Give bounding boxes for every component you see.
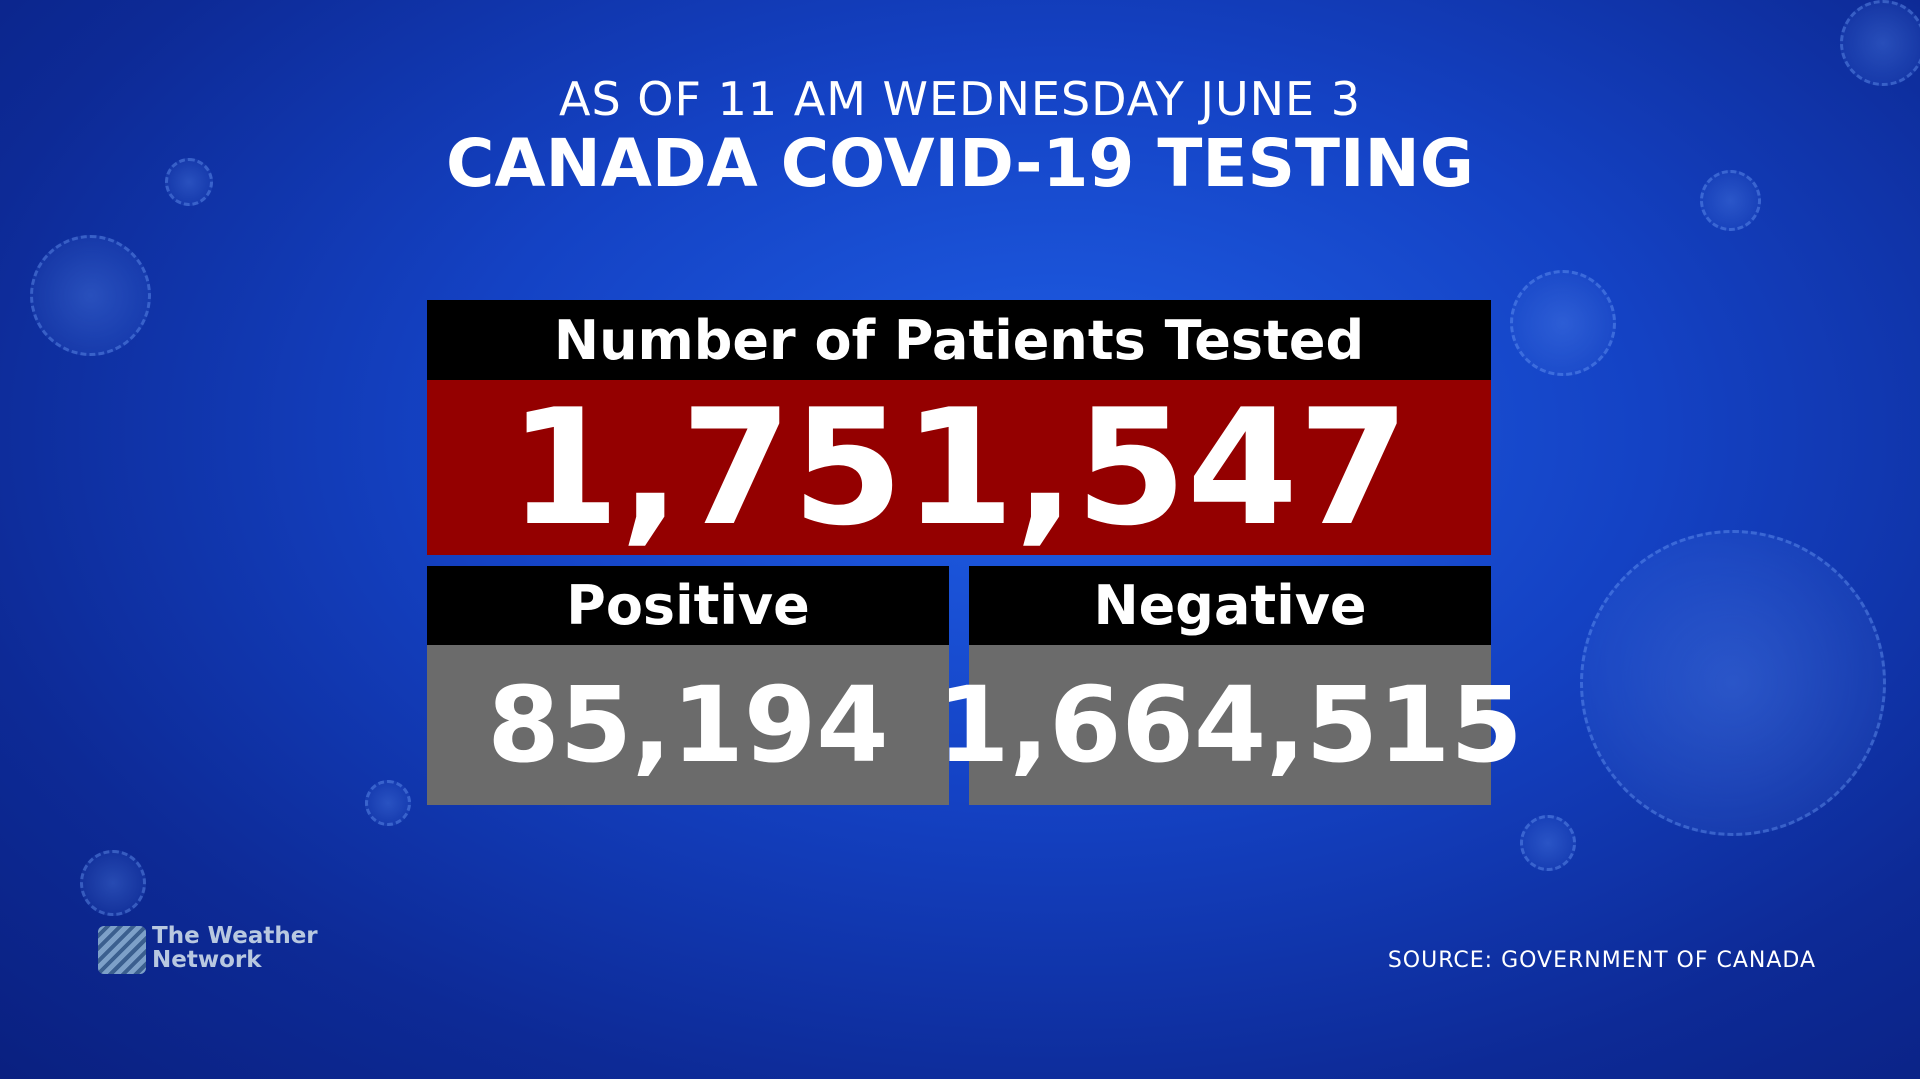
positive-value: 85,194 xyxy=(427,645,949,805)
total-value: 1,751,547 xyxy=(427,374,1491,561)
logo-line: The Weather xyxy=(152,923,318,949)
virus-decoration xyxy=(1580,530,1886,836)
virus-decoration xyxy=(365,780,411,826)
total-label: Number of Patients Tested xyxy=(427,300,1491,380)
virus-decoration xyxy=(165,158,213,206)
negative-label: Negative xyxy=(969,566,1491,645)
logo: The Weather Network xyxy=(98,924,318,976)
title: CANADA COVID-19 TESTING xyxy=(446,125,1474,202)
source: SOURCE: GOVERNMENT OF CANADA xyxy=(1387,948,1816,973)
logo-icon xyxy=(98,926,146,974)
virus-decoration xyxy=(1520,815,1576,871)
logo-line: Network xyxy=(152,947,262,973)
virus-decoration xyxy=(1840,0,1920,86)
negative-value: 1,664,515 xyxy=(937,645,1523,805)
positive-label: Positive xyxy=(427,566,949,645)
virus-decoration xyxy=(1510,270,1616,376)
virus-decoration xyxy=(80,850,146,916)
subtitle: AS OF 11 AM WEDNESDAY JUNE 3 xyxy=(559,72,1361,126)
virus-decoration xyxy=(30,235,151,356)
virus-decoration xyxy=(1700,170,1761,231)
logo-text: The Weather Network xyxy=(152,924,318,972)
